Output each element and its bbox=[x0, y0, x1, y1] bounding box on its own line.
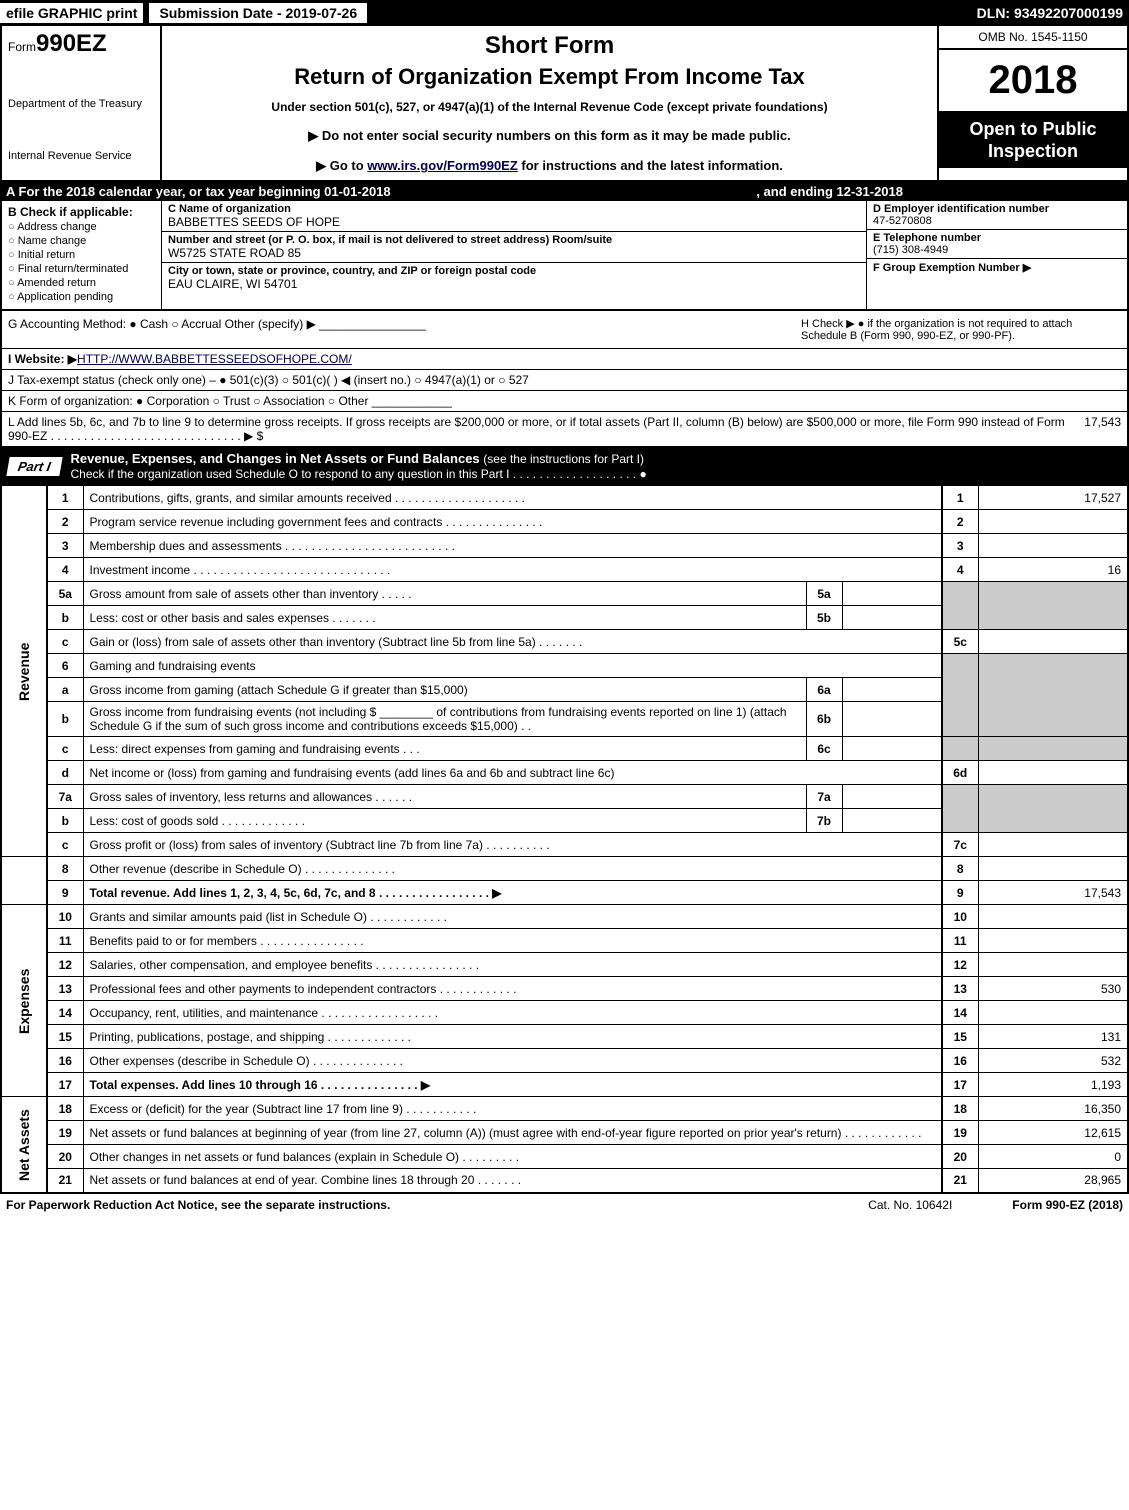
row-a-ending: , and ending 12-31-2018 bbox=[756, 184, 903, 199]
form-number: Form990EZ bbox=[8, 30, 154, 58]
ein-value: 47-5270808 bbox=[873, 215, 1121, 227]
omb-number: OMB No. 1545-1150 bbox=[939, 26, 1127, 50]
row-g: G Accounting Method: ● Cash ○ Accrual Ot… bbox=[8, 317, 801, 342]
section-revenue: Revenue bbox=[1, 486, 47, 857]
part1-tag: Part I bbox=[6, 457, 62, 476]
line18-value: 16,350 bbox=[978, 1097, 1128, 1121]
line16-value: 532 bbox=[978, 1049, 1128, 1073]
row-l-amount: 17,543 bbox=[1084, 415, 1121, 443]
box-bcdef: B Check if applicable: Address change Na… bbox=[0, 201, 1129, 311]
row-gh: G Accounting Method: ● Cash ○ Accrual Ot… bbox=[0, 311, 1129, 349]
ein-row: D Employer identification number 47-5270… bbox=[867, 201, 1127, 230]
row-l: L Add lines 5b, 6c, and 7b to line 9 to … bbox=[0, 412, 1129, 447]
header-left: Form990EZ Department of the Treasury Int… bbox=[2, 26, 162, 180]
line20-value: 0 bbox=[978, 1145, 1128, 1169]
submission-date: Submission Date - 2019-07-26 bbox=[147, 1, 369, 25]
line13-value: 530 bbox=[978, 977, 1128, 1001]
chk-name[interactable]: Name change bbox=[8, 235, 155, 247]
tel-row: E Telephone number (715) 308-4949 bbox=[867, 230, 1127, 259]
line9-value: 17,543 bbox=[978, 881, 1128, 905]
org-city-row: City or town, state or province, country… bbox=[162, 263, 866, 293]
return-subtitle: Under section 501(c), 527, or 4947(a)(1)… bbox=[172, 100, 927, 114]
chk-amended[interactable]: Amended return bbox=[8, 277, 155, 289]
grp-row: F Group Exemption Number ▶ bbox=[867, 259, 1127, 276]
col-c: C Name of organization BABBETTES SEEDS O… bbox=[162, 201, 867, 309]
chk-pending[interactable]: Application pending bbox=[8, 291, 155, 303]
tel-value: (715) 308-4949 bbox=[873, 244, 1121, 256]
line17-value: 1,193 bbox=[978, 1073, 1128, 1097]
header-mid: Short Form Return of Organization Exempt… bbox=[162, 26, 937, 180]
header-right: OMB No. 1545-1150 2018 Open to Public In… bbox=[937, 26, 1127, 180]
website-link[interactable]: HTTP://WWW.BABBETTESSEEDSOFHOPE.COM/ bbox=[77, 352, 352, 366]
col-def: D Employer identification number 47-5270… bbox=[867, 201, 1127, 309]
open-public: Open to Public Inspection bbox=[939, 113, 1127, 168]
page-footer: For Paperwork Reduction Act Notice, see … bbox=[0, 1194, 1129, 1216]
line15-value: 131 bbox=[978, 1025, 1128, 1049]
dept-treasury: Department of the Treasury bbox=[8, 98, 154, 110]
footer-cat: Cat. No. 10642I bbox=[868, 1198, 952, 1212]
row-j: J Tax-exempt status (check only one) – ●… bbox=[0, 370, 1129, 391]
row-k: K Form of organization: ● Corporation ○ … bbox=[0, 391, 1129, 412]
section-expenses: Expenses bbox=[1, 905, 47, 1097]
form-header: Form990EZ Department of the Treasury Int… bbox=[0, 26, 1129, 182]
return-title: Return of Organization Exempt From Incom… bbox=[172, 64, 927, 90]
section-netassets: Net Assets bbox=[1, 1097, 47, 1193]
tax-year: 2018 bbox=[939, 50, 1127, 113]
line19-value: 12,615 bbox=[978, 1121, 1128, 1145]
col-b-label: B Check if applicable: bbox=[8, 205, 155, 219]
irs-link[interactable]: www.irs.gov/Form990EZ bbox=[367, 158, 518, 173]
row-a: A For the 2018 calendar year, or tax yea… bbox=[0, 182, 1129, 201]
org-name: BABBETTES SEEDS OF HOPE bbox=[168, 215, 860, 229]
org-name-row: C Name of organization BABBETTES SEEDS O… bbox=[162, 201, 866, 232]
top-bar: efile GRAPHIC print Submission Date - 20… bbox=[0, 0, 1129, 26]
part1-header: Part I Revenue, Expenses, and Changes in… bbox=[0, 447, 1129, 485]
short-form-title: Short Form bbox=[172, 32, 927, 60]
lines-table: Revenue 1 Contributions, gifts, grants, … bbox=[0, 485, 1129, 1194]
chk-final[interactable]: Final return/terminated bbox=[8, 263, 155, 275]
chk-initial[interactable]: Initial return bbox=[8, 249, 155, 261]
ssn-warning: ▶ Do not enter social security numbers o… bbox=[172, 128, 927, 144]
org-city: EAU CLAIRE, WI 54701 bbox=[168, 277, 860, 291]
goto-line: ▶ Go to www.irs.gov/Form990EZ for instru… bbox=[172, 158, 927, 174]
footer-right: Form 990-EZ (2018) bbox=[1012, 1198, 1123, 1212]
line21-value: 28,965 bbox=[978, 1169, 1128, 1193]
irs-label: Internal Revenue Service bbox=[8, 150, 154, 162]
col-b: B Check if applicable: Address change Na… bbox=[2, 201, 162, 309]
efile-label: efile GRAPHIC print bbox=[0, 3, 143, 23]
org-addr-row: Number and street (or P. O. box, if mail… bbox=[162, 232, 866, 263]
line1-value: 17,527 bbox=[978, 486, 1128, 510]
row-h: H Check ▶ ● if the organization is not r… bbox=[801, 317, 1121, 342]
row-i: I Website: ▶HTTP://WWW.BABBETTESSEEDSOFH… bbox=[0, 349, 1129, 370]
dln-label: DLN: 93492207000199 bbox=[977, 5, 1129, 21]
chk-address[interactable]: Address change bbox=[8, 221, 155, 233]
footer-left: For Paperwork Reduction Act Notice, see … bbox=[6, 1198, 390, 1212]
org-addr: W5725 STATE ROAD 85 bbox=[168, 246, 860, 260]
row-a-text: A For the 2018 calendar year, or tax yea… bbox=[6, 184, 391, 199]
line4-value: 16 bbox=[978, 558, 1128, 582]
